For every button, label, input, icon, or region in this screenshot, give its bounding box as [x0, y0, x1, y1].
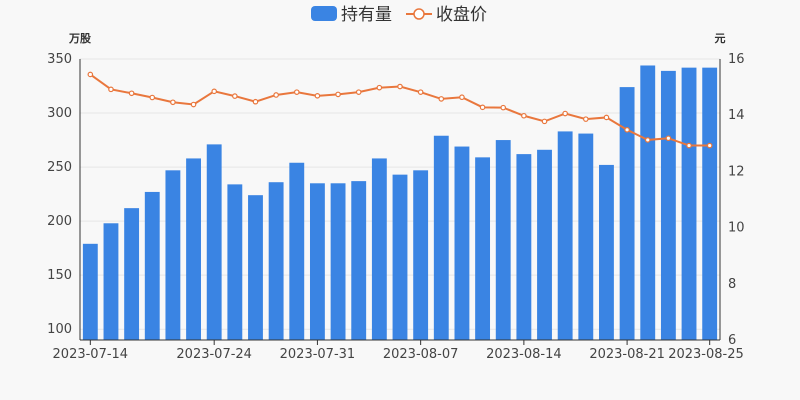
bar[interactable]	[371, 158, 387, 340]
price-point[interactable]	[686, 142, 692, 149]
bar[interactable]	[660, 70, 676, 340]
price-point[interactable]	[459, 94, 465, 101]
price-point[interactable]	[376, 84, 383, 91]
bar[interactable]	[619, 87, 635, 340]
price-point[interactable]	[314, 93, 321, 99]
price-point[interactable]	[190, 101, 197, 108]
bar[interactable]	[82, 243, 98, 340]
bar[interactable]	[454, 146, 470, 340]
right-tick-label: 16	[728, 52, 745, 67]
bar[interactable]	[227, 184, 243, 340]
price-point[interactable]	[438, 96, 445, 102]
bar[interactable]	[103, 223, 119, 340]
bar[interactable]	[268, 182, 284, 340]
bar[interactable]	[495, 140, 511, 340]
price-point[interactable]	[562, 110, 568, 117]
price-point[interactable]	[232, 93, 238, 99]
price-point[interactable]	[252, 98, 259, 105]
bar[interactable]	[309, 183, 325, 340]
price-point[interactable]	[355, 89, 362, 95]
left-tick-label: 250	[47, 160, 72, 175]
price-point[interactable]	[211, 88, 217, 95]
price-point[interactable]	[108, 86, 114, 93]
bar[interactable]	[640, 65, 656, 340]
legend-bar-swatch	[311, 6, 337, 21]
bar[interactable]	[248, 195, 263, 340]
legend-label-close-price: 收盘价	[436, 5, 487, 25]
right-tick-label: 6	[728, 333, 736, 348]
price-point[interactable]	[583, 116, 589, 122]
bar[interactable]	[702, 67, 718, 341]
price-point[interactable]	[500, 104, 507, 111]
legend: 持有量 收盘价	[311, 5, 487, 25]
price-point[interactable]	[706, 142, 713, 149]
left-tick-label: 350	[47, 52, 72, 67]
price-point[interactable]	[603, 114, 610, 121]
price-point[interactable]	[273, 92, 279, 98]
bar[interactable]	[186, 158, 201, 340]
axes: 100 150 200 250 300 350 6 8 10 12 14 16 2023-07-14 20…	[47, 52, 744, 362]
bar-series-holdings	[82, 65, 718, 341]
bar[interactable]	[165, 170, 181, 340]
bar[interactable]	[413, 170, 429, 340]
x-tick-label: 2023-07-31	[280, 347, 356, 362]
price-point[interactable]	[644, 137, 651, 143]
price-point[interactable]	[335, 91, 341, 98]
price-point[interactable]	[149, 94, 156, 101]
left-tick-label: 200	[47, 214, 72, 229]
legend-label-holdings: 持有量	[341, 5, 392, 25]
left-tick-label: 150	[47, 268, 72, 283]
price-point[interactable]	[624, 127, 630, 133]
line-series-close-price	[87, 71, 713, 149]
price-point[interactable]	[397, 83, 403, 90]
bar[interactable]	[330, 183, 346, 340]
left-tick-label: 300	[47, 106, 72, 121]
right-tick-label: 10	[728, 221, 745, 236]
x-tick-label: 2023-08-25	[668, 347, 744, 362]
bar[interactable]	[537, 149, 552, 340]
right-tick-label: 14	[728, 108, 745, 123]
x-tick-label: 2023-08-07	[383, 347, 459, 362]
price-point[interactable]	[665, 135, 672, 142]
bar[interactable]	[206, 144, 222, 340]
price-point[interactable]	[417, 89, 424, 95]
legend-line-marker	[413, 8, 425, 20]
right-tick-label: 8	[728, 277, 736, 292]
price-point[interactable]	[521, 112, 527, 119]
bar[interactable]	[681, 67, 697, 341]
left-tick-label: 100	[47, 322, 72, 337]
x-tick-label: 2023-07-24	[176, 347, 252, 362]
price-point[interactable]	[293, 89, 300, 95]
right-axis-unit-label: 元	[715, 32, 726, 45]
bar[interactable]	[578, 133, 594, 340]
bar[interactable]	[289, 162, 305, 340]
bar[interactable]	[124, 208, 140, 340]
bar[interactable]	[599, 164, 614, 340]
bar[interactable]	[144, 191, 160, 340]
price-point[interactable]	[541, 118, 548, 125]
legend-item-holdings[interactable]: 持有量	[311, 5, 392, 25]
price-point[interactable]	[479, 104, 486, 111]
price-point[interactable]	[170, 99, 176, 106]
left-axis-unit-label: 万股	[68, 32, 92, 45]
x-tick-label: 2023-08-21	[589, 347, 665, 362]
price-point[interactable]	[128, 90, 135, 97]
legend-item-close-price[interactable]: 收盘价	[406, 5, 487, 25]
bar[interactable]	[392, 174, 408, 340]
x-tick-label: 2023-08-14	[486, 347, 562, 362]
price-point[interactable]	[87, 71, 94, 78]
bar[interactable]	[557, 131, 573, 340]
bar[interactable]	[433, 135, 449, 340]
x-tick-label: 2023-07-14	[53, 347, 129, 362]
right-tick-label: 12	[728, 164, 745, 179]
bar[interactable]	[475, 157, 491, 340]
bar[interactable]	[516, 154, 532, 340]
bar[interactable]	[351, 181, 367, 340]
